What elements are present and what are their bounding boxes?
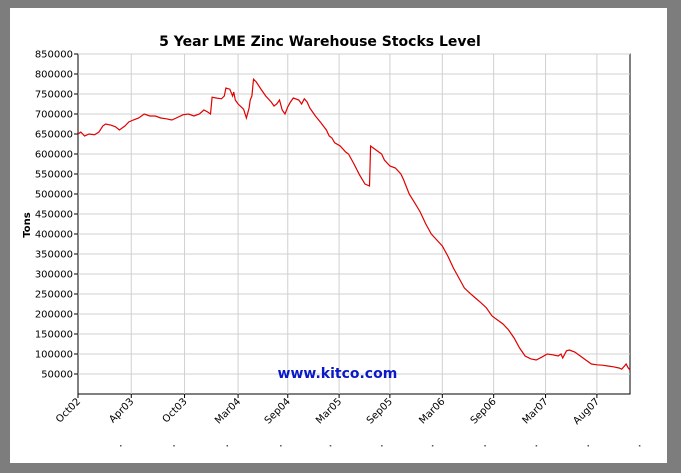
x-tick-label: Oct03 xyxy=(161,396,190,425)
y-tick-label: 800000 xyxy=(35,70,73,81)
plot-area xyxy=(77,53,631,395)
y-tick-label: 200000 xyxy=(35,310,73,321)
x-tick-label: Aug07 xyxy=(571,396,602,427)
x-tick-label: Mar05 xyxy=(314,396,344,426)
grid-lines xyxy=(78,53,630,394)
line-chart: 5 Year LME Zinc Warehouse Stocks Level T… xyxy=(22,34,641,447)
bottom-dot xyxy=(587,445,590,447)
x-tick-label: Mar04 xyxy=(213,396,243,426)
watermark-text[interactable]: www.kitco.com xyxy=(278,366,398,382)
y-tick-label: 600000 xyxy=(35,150,73,161)
y-tick-label: 500000 xyxy=(35,190,73,201)
y-tick-label: 350000 xyxy=(35,250,73,261)
x-tick-label: Oct02 xyxy=(54,396,83,425)
chart-frame: 5 Year LME Zinc Warehouse Stocks Level T… xyxy=(10,8,667,463)
x-tick-label: Mar07 xyxy=(521,396,551,426)
y-tick-label: 400000 xyxy=(35,230,73,241)
bottom-dot xyxy=(226,445,229,447)
chart-title: 5 Year LME Zinc Warehouse Stocks Level xyxy=(159,34,481,50)
y-axis: 50000 100000 150000 200000 250000 300000 35000… xyxy=(35,50,78,381)
bottom-dot xyxy=(280,445,282,447)
bottom-dot xyxy=(329,445,332,447)
y-tick-label: 650000 xyxy=(35,130,73,141)
y-tick-label: 50000 xyxy=(41,370,73,381)
zinc-stocks-line xyxy=(77,77,631,371)
x-axis: Oct02 Apr03 Oct03 Mar04 Sep04 Mar05 Sep05 Mar06… xyxy=(54,394,602,427)
bottom-dot xyxy=(381,445,383,447)
y-tick-label: 700000 xyxy=(35,110,73,121)
y-tick-label: 150000 xyxy=(35,330,73,341)
y-tick-label: 100000 xyxy=(35,350,73,361)
y-tick-label: 550000 xyxy=(35,170,73,181)
bottom-dot xyxy=(484,445,486,447)
y-tick-label: 450000 xyxy=(35,210,73,221)
bottom-dot xyxy=(535,445,538,447)
x-tick-label: Sep06 xyxy=(469,396,499,426)
x-tick-label: Sep04 xyxy=(263,396,293,426)
bottom-dot xyxy=(638,445,641,447)
bottom-dots xyxy=(120,445,641,447)
y-tick-label: 250000 xyxy=(35,290,73,301)
x-tick-label: Sep05 xyxy=(365,396,395,426)
bottom-dot xyxy=(431,445,434,447)
y-tick-label: 300000 xyxy=(35,270,73,281)
y-tick-label: 850000 xyxy=(35,50,73,61)
bottom-dot xyxy=(120,445,122,447)
bottom-dot xyxy=(173,445,175,447)
y-axis-label: Tons xyxy=(22,212,33,237)
y-tick-label: 750000 xyxy=(35,90,73,101)
x-tick-label: Mar06 xyxy=(417,396,447,426)
x-tick-label: Apr03 xyxy=(107,396,136,425)
